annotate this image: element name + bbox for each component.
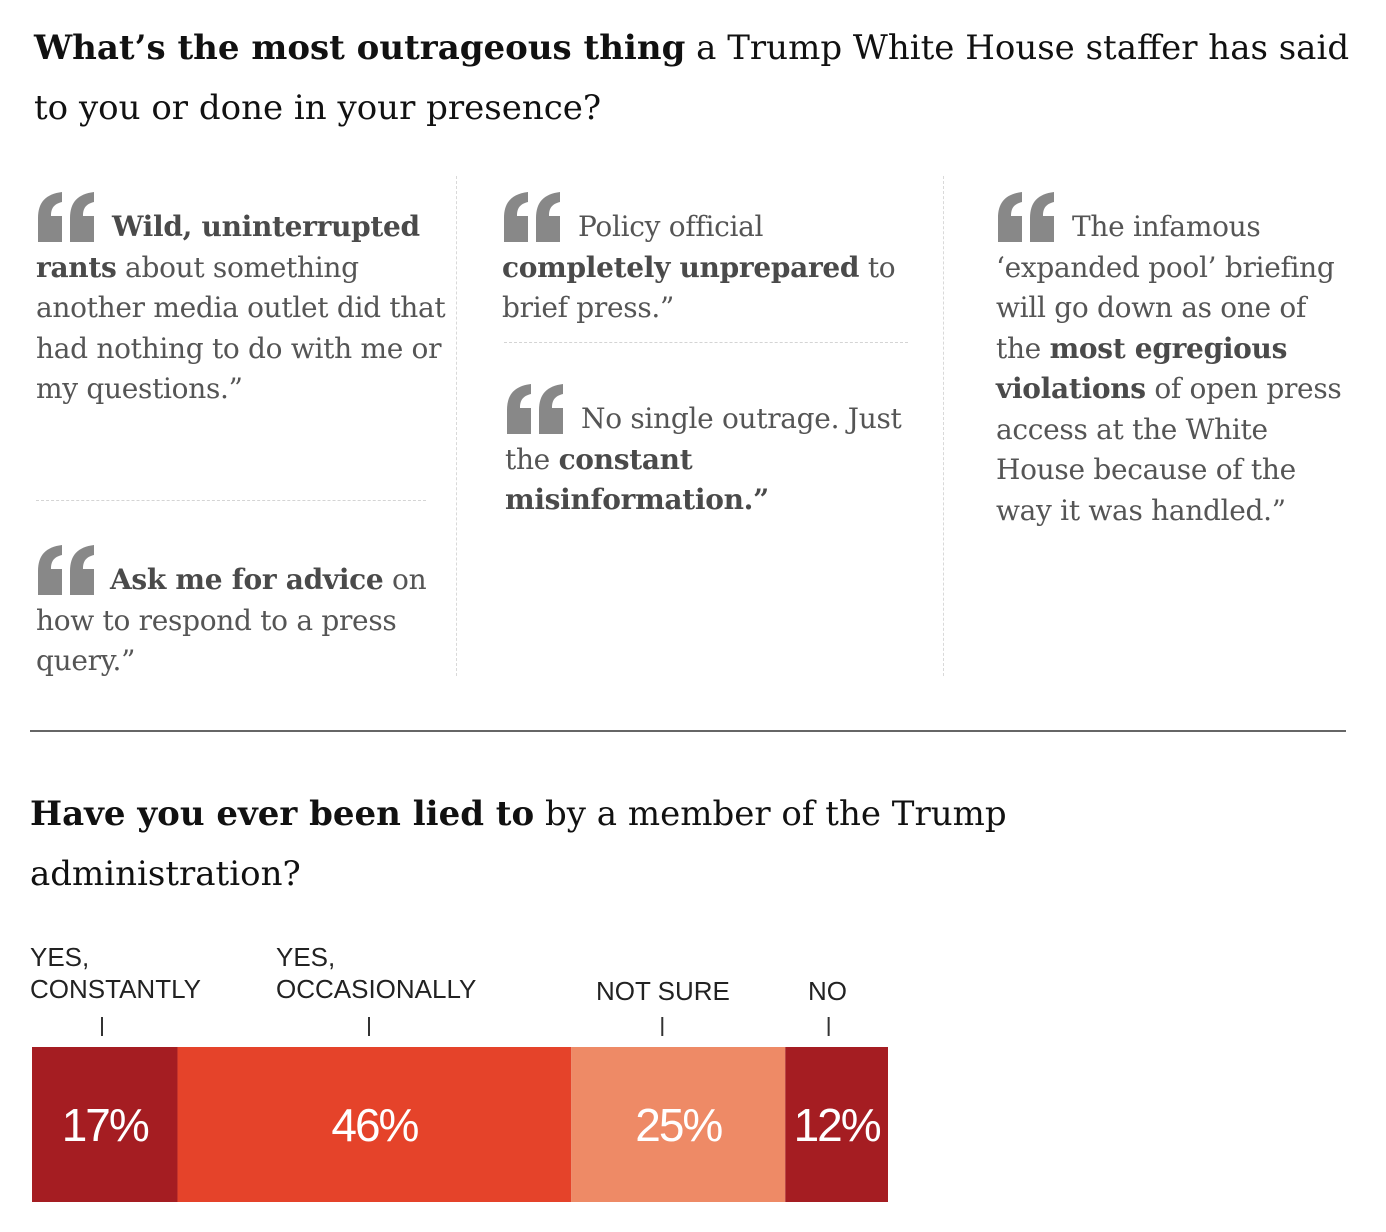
category-label-2: NOT SURE bbox=[596, 976, 730, 1006]
quote-misinformation-b: constant misinformation.” bbox=[505, 442, 769, 517]
quote-wild-rants-b: uninterrupted rants bbox=[36, 210, 420, 284]
category-label-3: NO bbox=[808, 976, 847, 1006]
bar-segment-1 bbox=[177, 1047, 572, 1202]
quote-wild-rants-c: about something another media outlet did… bbox=[36, 250, 446, 406]
quote-separator bbox=[504, 342, 908, 343]
quote-wild-rants: Wild, uninterrupted rants about somethin… bbox=[36, 192, 446, 410]
quote-advice-a: Ask me for advice bbox=[110, 563, 384, 596]
quote-advice-b: on how to respond to a press query.” bbox=[36, 563, 427, 677]
quote-policy-official-a: Policy official bbox=[578, 210, 764, 243]
quote-wild-rants-a: Wild, bbox=[112, 210, 202, 243]
category-label-1: YES, OCCASIONALLY bbox=[276, 942, 476, 1004]
bar-value-label-2: 25% bbox=[635, 1099, 722, 1151]
quote-policy-official-b: completely unprepared bbox=[502, 250, 860, 284]
question-1-rest: a Trump White House staffer has said to … bbox=[34, 28, 1350, 128]
quote-expanded-pool-c: of open press access at the White House … bbox=[996, 372, 1342, 527]
bar-value-label-3: 12% bbox=[794, 1099, 881, 1151]
column-divider-2 bbox=[943, 176, 944, 676]
quote-mark-icon bbox=[38, 192, 94, 242]
section-divider bbox=[30, 730, 1346, 732]
bar-segment-0 bbox=[32, 1047, 178, 1202]
quote-mark-icon bbox=[998, 192, 1054, 242]
quote-mark-icon bbox=[38, 545, 94, 595]
quote-mark-icon bbox=[504, 192, 560, 242]
quote-misinformation: No single outrage. Just the constant mis… bbox=[505, 384, 905, 521]
quote-expanded-pool-a: The infamous ‘expanded pool’ briefing wi… bbox=[996, 210, 1335, 365]
bar-segment-3 bbox=[785, 1047, 888, 1202]
quote-mark-icon bbox=[507, 384, 563, 434]
quote-policy-official: Policy official completely unprepared to… bbox=[502, 192, 922, 329]
quote-expanded-pool-b: most egregious violations bbox=[996, 331, 1288, 406]
question-2-heading: Have you ever been lied to by a member o… bbox=[30, 784, 1130, 904]
lied-to-chart: 17% YES, CONSTANTLY 46% YES, OCCASIONALLY 25% N… bbox=[0, 920, 1386, 1220]
bar-value-label-0: 17% bbox=[62, 1099, 149, 1151]
question-2-rest: by a member of the Trump administration? bbox=[30, 794, 1007, 894]
column-divider-1 bbox=[456, 176, 457, 676]
stacked-bar-svg: 17% YES, CONSTANTLY 46% YES, OCCASIONALLY 25% N… bbox=[30, 942, 888, 1202]
quote-policy-official-c: to brief press.” bbox=[502, 250, 896, 325]
question-1-heading: What’s the most outrageous thing a Trump… bbox=[34, 18, 1354, 138]
bar-segment-2 bbox=[571, 1047, 786, 1202]
quote-misinformation-a: No single outrage. Just the bbox=[505, 402, 902, 476]
quote-separator bbox=[36, 500, 426, 501]
question-1-bold: What’s the most outrageous thing bbox=[34, 28, 686, 68]
question-2-bold: Have you ever been lied to bbox=[30, 794, 535, 834]
quote-expanded-pool: The infamous ‘expanded pool’ briefing wi… bbox=[996, 192, 1356, 531]
quote-advice: Ask me for advice on how to respond to a… bbox=[36, 545, 446, 682]
bar-value-label-1: 46% bbox=[331, 1099, 418, 1151]
category-label-0: YES, CONSTANTLY bbox=[30, 942, 201, 1004]
